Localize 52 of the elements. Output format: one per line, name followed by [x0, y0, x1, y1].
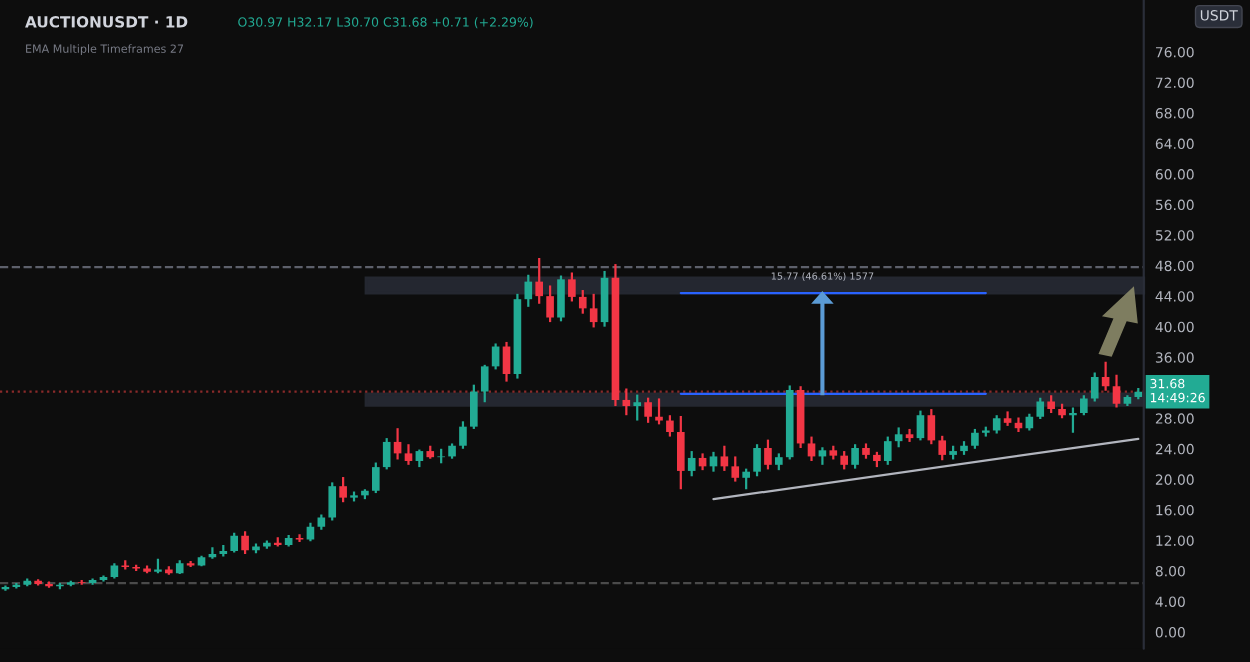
- candlestick: [306, 521, 315, 543]
- candlestick: [546, 284, 554, 324]
- candlestick: [894, 426, 903, 449]
- candlestick: [676, 414, 685, 491]
- candlestick: [633, 393, 642, 422]
- candlestick: [600, 269, 609, 328]
- candlestick: [295, 533, 304, 544]
- candlestick: [1069, 406, 1077, 434]
- candlestick: [883, 435, 892, 466]
- candlestick: [459, 420, 467, 450]
- candlestick: [938, 434, 947, 462]
- candlestick: [470, 383, 478, 431]
- candlestick: [382, 436, 391, 471]
- candlestick: [807, 435, 816, 463]
- candlestick: [764, 438, 772, 471]
- candlestick: [230, 531, 239, 554]
- candlestick: [1036, 396, 1045, 421]
- candlestick: [241, 530, 249, 556]
- candlestick: [1003, 410, 1012, 427]
- candlestick: [992, 414, 1001, 435]
- candlestick: [731, 455, 740, 483]
- candlestick: [753, 443, 761, 478]
- candlestick: [644, 396, 652, 424]
- candlestick: [655, 397, 663, 426]
- candlestick: [851, 443, 859, 470]
- candlestick: [905, 427, 914, 444]
- candlestick: [568, 271, 576, 303]
- candlestick: [589, 292, 598, 329]
- candlestick: [404, 443, 413, 466]
- candlestick: [840, 449, 849, 471]
- candlestick: [557, 274, 565, 323]
- candlestick: [339, 475, 347, 504]
- candlestick: [524, 273, 533, 308]
- candlestick: [720, 444, 729, 473]
- candlestick: [971, 427, 979, 450]
- candlestick: [687, 449, 696, 478]
- candlestick: [578, 288, 587, 315]
- candlestick: [1080, 394, 1088, 417]
- candlestick: [371, 461, 380, 495]
- candlestick: [916, 409, 925, 442]
- candlestick: [480, 363, 489, 404]
- candlestick: [927, 407, 936, 446]
- candlestick: [1090, 371, 1099, 403]
- candlestick: [1112, 373, 1121, 409]
- candlestick: [742, 467, 750, 491]
- candlestick: [208, 546, 217, 560]
- candlestick: [709, 450, 718, 473]
- candlestick: [328, 481, 337, 522]
- candlestick: [535, 256, 544, 305]
- candlestick: [1101, 360, 1110, 392]
- candlestick: [502, 340, 511, 383]
- candlestick: [666, 414, 674, 438]
